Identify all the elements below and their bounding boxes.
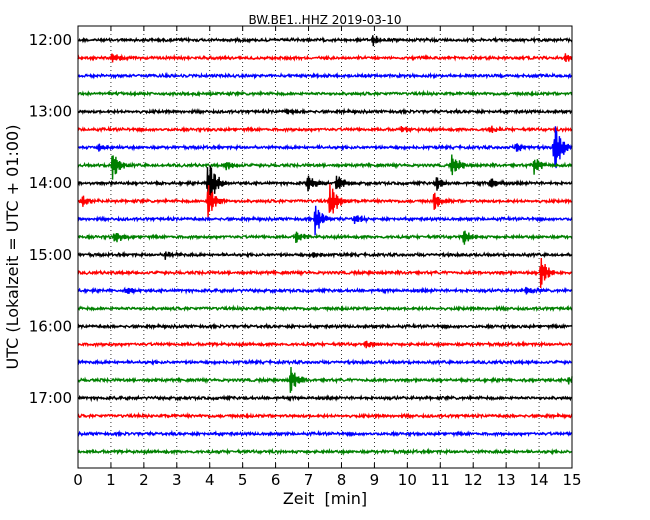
trace-1330 (77, 126, 573, 169)
trace-1630 (77, 358, 573, 367)
trace-1515 (77, 257, 573, 289)
x-axis-label: Zeit [min] (283, 489, 367, 508)
trace-1530 (77, 286, 573, 295)
x-tick-label: 2 (139, 471, 149, 489)
trace-1500 (77, 250, 573, 260)
trace-1230 (77, 71, 573, 80)
x-tick-label: 7 (304, 471, 314, 489)
trace-1445 (77, 230, 573, 245)
y-tick-label: 13:00 (29, 103, 72, 121)
x-tick-label: 8 (337, 471, 347, 489)
trace-1700 (77, 394, 573, 403)
trace-1315 (77, 125, 573, 134)
x-tick-label: 13 (497, 471, 516, 489)
x-tick-label: 0 (73, 471, 83, 489)
x-tick-label: 3 (172, 471, 182, 489)
x-tick-label: 1 (106, 471, 116, 489)
trace-1415 (77, 183, 573, 219)
plot-frame (77, 25, 573, 469)
y-tick-label: 14:00 (29, 174, 72, 192)
y-tick-label: 17:00 (29, 389, 72, 407)
trace-1615 (77, 340, 573, 349)
trace-1730 (77, 429, 573, 438)
trace-1430 (77, 205, 573, 236)
x-tick-label: 12 (464, 471, 483, 489)
trace-1715 (77, 411, 573, 420)
y-axis: 12:00 13:00 14:00 15:00 16:00 17:00 (29, 31, 83, 407)
trace-layer (77, 35, 573, 456)
chart-title: BW.BE1..HHZ 2019-03-10 (248, 13, 401, 27)
y-tick-label: 15:00 (29, 246, 72, 264)
x-tick-label: 11 (431, 471, 450, 489)
trace-1345 (77, 154, 573, 180)
y-tick-label: 12:00 (29, 31, 72, 49)
x-grid (110, 26, 540, 468)
trace-1545 (77, 304, 573, 313)
x-tick-label: 6 (271, 471, 281, 489)
x-tick-label: 9 (370, 471, 380, 489)
x-tick-label: 10 (398, 471, 417, 489)
trace-1215 (77, 53, 573, 63)
x-tick-label: 5 (238, 471, 248, 489)
x-tick-label: 15 (562, 471, 581, 489)
trace-1600 (77, 322, 573, 331)
trace-1645 (77, 366, 573, 393)
trace-1245 (77, 89, 573, 98)
trace-1200 (77, 35, 573, 47)
trace-1400 (77, 165, 573, 203)
y-tick-label: 16:00 (29, 317, 72, 335)
x-tick-label: 4 (205, 471, 215, 489)
trace-1300 (77, 107, 573, 116)
x-tick-label: 14 (530, 471, 549, 489)
x-axis: 0 1 2 3 4 5 6 7 8 9 10 11 12 13 14 15 (73, 26, 582, 489)
y-axis-label: UTC (Lokalzeit = UTC + 01:00) (3, 125, 22, 370)
trace-1745 (77, 447, 573, 456)
